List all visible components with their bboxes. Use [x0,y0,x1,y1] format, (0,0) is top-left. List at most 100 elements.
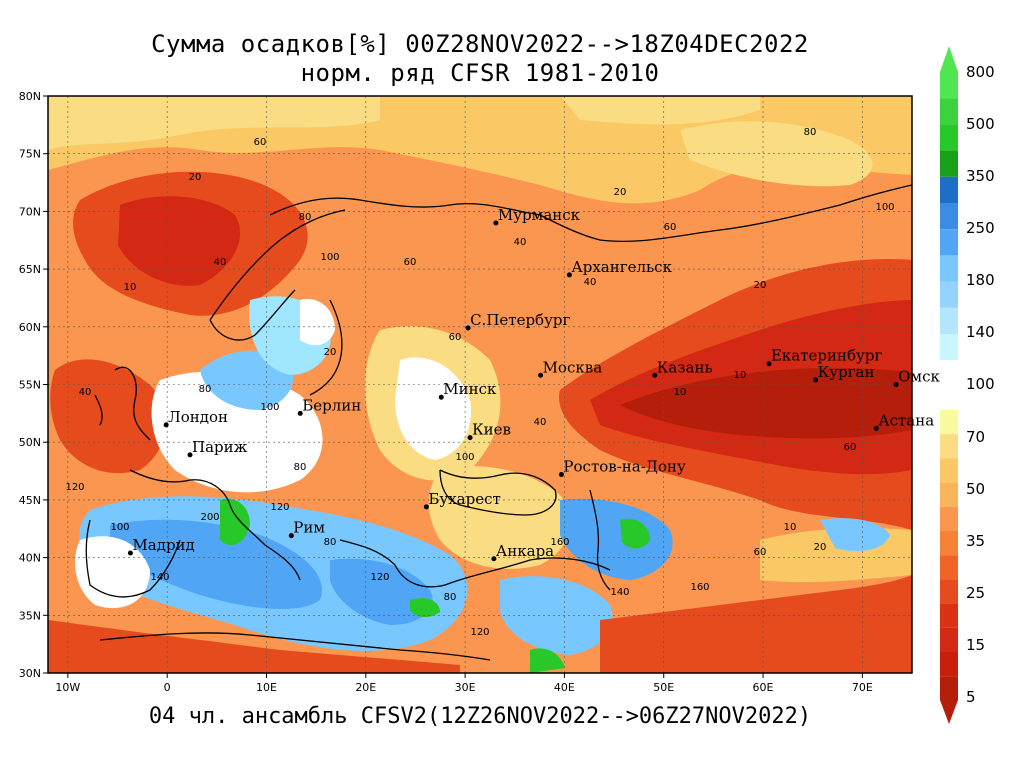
city-dot [423,504,429,510]
colorbar-top-arrow [940,46,958,72]
contour-label: 10 [124,282,137,293]
colorbar-label: 70 [966,428,985,446]
contour-label: 100 [110,522,129,533]
city-dot [438,394,444,400]
city-label: Киев [472,421,511,439]
city-dot [467,435,473,441]
colorbar-label: 5 [966,688,976,706]
colorbar-segment [940,72,958,99]
colorbar-segment [940,652,958,677]
lon-tick-label: 50E [653,681,674,694]
city-label: Лондон [168,408,228,426]
city-dot [491,556,497,562]
coastlines [85,184,912,661]
city-label: Екатеринбург [771,347,882,365]
lat-tick-label: 80N [19,90,41,103]
city-label: Рим [293,519,325,537]
colorbar: 800 500 350 250 180 140 100 70 50 35 25 15 5 [940,46,995,724]
contour-label: 160 [550,537,569,548]
contour-label: 100 [260,402,279,413]
contour-label: 20 [754,280,767,291]
lat-tick-label: 50N [19,436,41,449]
colorbar-segment [940,506,958,531]
contour-label: 60 [404,257,417,268]
contour-label: 100 [320,252,339,263]
contour-label: 120 [370,572,389,583]
lat-tick-label: 65N [19,263,41,276]
contour-label: 20 [324,347,337,358]
city-dot [566,272,572,278]
colorbar-segment [940,307,958,334]
contour-label: 20 [614,187,627,198]
colorbar-segment [940,124,958,151]
contour-label: 120 [65,482,84,493]
city-dot [163,422,169,428]
colorbar-label: 15 [966,636,985,654]
colorbar-label: 180 [966,271,995,289]
colorbar-bottom-arrow [940,700,958,724]
contour-label: 80 [299,212,312,223]
lat-tick-label: 30N [19,667,41,680]
colorbar-segment [940,458,958,483]
contour-label: 100 [455,452,474,463]
contour-label: 40 [534,417,547,428]
city-label: Мурманск [498,206,581,224]
contour-label: 10 [674,387,687,398]
colorbar-segment [940,531,958,556]
city-dot [873,425,879,431]
contour-label: 120 [470,627,489,638]
colorbar-segment [940,603,958,628]
lat-tick-label: 55N [19,379,41,392]
city-label: Курган [818,363,875,381]
city-dot [465,325,471,331]
map-subtitle: норм. ряд CFSR 1981-2010 [300,59,660,87]
city-label: Минск [443,380,497,398]
contour-label: 40 [214,257,227,268]
lat-tick-label: 70N [19,205,41,218]
contour-label: 40 [514,237,527,248]
lon-tick-label: 0 [164,681,171,694]
colorbar-segment [940,281,958,308]
colorbar-segment [940,482,958,507]
lon-tick-label: 30E [455,681,476,694]
contour-label: 100 [875,202,894,213]
city-label: Берлин [302,396,361,414]
lat-tick-label: 45N [19,494,41,507]
city-dot [297,410,303,416]
colorbar-label: 100 [966,375,995,393]
colorbar-segment [940,410,958,435]
contour-label: 80 [804,127,817,138]
city-label: Ростов-на-Дону [563,458,686,476]
contour-label: 60 [449,332,462,343]
contour-label: 80 [199,384,212,395]
city-dot [558,472,564,478]
city-label: Омск [898,368,940,386]
city-dot [288,533,294,539]
lon-tick-label: 60E [753,681,774,694]
city-dot [893,382,899,387]
lon-tick-label: 10W [55,681,80,694]
colorbar-segment [940,434,958,459]
city-label: Париж [192,438,248,456]
colorbar-label: 250 [966,219,995,237]
colorbar-segment [940,203,958,230]
contour-label: 80 [324,537,337,548]
contour-label: 20 [814,542,827,553]
colorbar-segment [940,579,958,604]
colorbar-segment [940,555,958,580]
colorbar-segment [940,255,958,282]
city-label: Архангельск [571,258,672,276]
contour-label: 60 [754,547,767,558]
colorbar-segment [940,98,958,125]
colorbar-label: 35 [966,532,985,550]
lon-tick-label: 40E [554,681,575,694]
lon-tick-label: 70E [852,681,873,694]
colorbar-label: 800 [966,63,995,81]
contour-label: 10 [784,522,797,533]
contour-label: 200 [200,512,219,523]
colorbar-segment [940,676,958,701]
city-dot [813,377,819,383]
lon-tick-label: 10E [256,681,277,694]
contour-label: 60 [664,222,677,233]
